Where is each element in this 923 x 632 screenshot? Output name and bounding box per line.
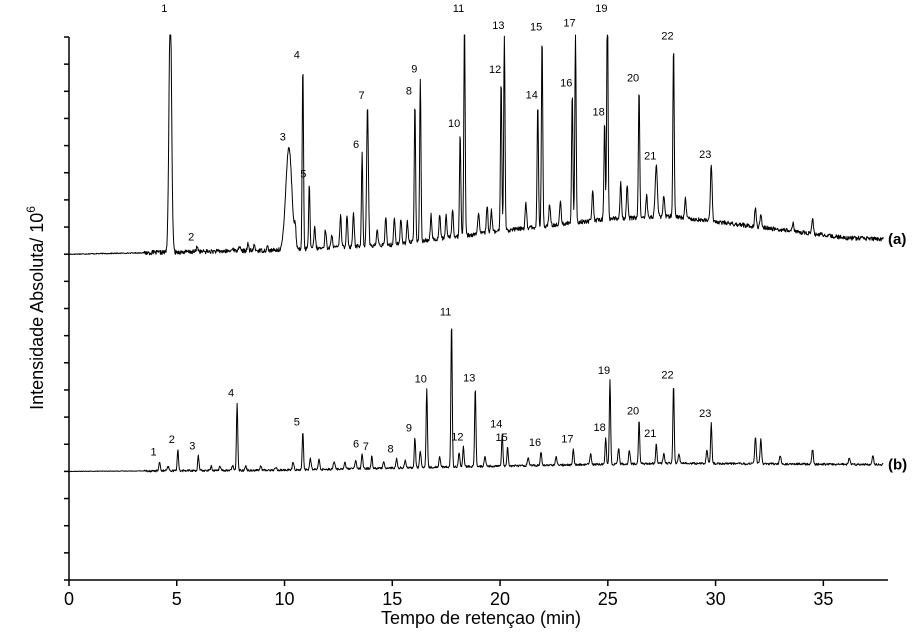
peak-label: 17: [563, 18, 575, 30]
peak-label: 3: [189, 441, 195, 453]
peak-label: 2: [188, 231, 194, 243]
peak-label: 13: [463, 373, 475, 385]
peak-label: 17: [561, 434, 573, 446]
trace-b: [68, 328, 884, 473]
peak-label: 20: [627, 405, 639, 417]
peak-label: 23: [699, 149, 711, 161]
peak-label: 22: [661, 30, 673, 42]
peak-label: 13: [492, 20, 504, 32]
peak-label: 22: [661, 370, 673, 382]
x-ticks: 0 5 10 15 20 25 30 35: [64, 580, 833, 609]
peak-label: 8: [388, 443, 394, 455]
peak-label: 20: [627, 72, 639, 84]
peak-label: 9: [406, 423, 412, 435]
x-tick-label: 15: [382, 589, 402, 609]
peak-label: 18: [594, 422, 606, 434]
peak-label: 6: [353, 439, 359, 451]
peak-label: 15: [495, 432, 507, 444]
peak-label: 11: [440, 307, 451, 319]
peak-label: 16: [560, 78, 572, 90]
axes: 0 5 10 15 20 25 30 35: [64, 36, 888, 609]
x-tick-label: 20: [490, 589, 510, 609]
peak-label: 10: [415, 374, 427, 386]
peak-label: 14: [526, 90, 538, 102]
peak-label: 11: [453, 3, 464, 15]
trace-a: [68, 34, 884, 256]
traces: [68, 34, 884, 473]
peak-label: 4: [228, 387, 234, 399]
x-axis-title: Tempo de retençao (min): [381, 608, 581, 628]
x-tick-label: 5: [172, 589, 182, 609]
x-tick-label: 30: [706, 589, 726, 609]
y-axis-title: Intensidade Absoluta/ 106: [24, 206, 47, 410]
y-axis-title-exponent: 6: [24, 206, 38, 213]
peak-label: 7: [363, 441, 369, 453]
x-tick-label: 10: [275, 589, 295, 609]
peak-label: 23: [699, 408, 711, 420]
peak-label: 15: [530, 21, 542, 33]
y-ticks: [64, 36, 69, 581]
x-tick-label: 0: [64, 589, 74, 609]
peak-label: 14: [490, 418, 502, 430]
peak-label: 12: [451, 431, 463, 443]
peak-label: 18: [592, 107, 604, 119]
peak-label: 9: [411, 63, 417, 75]
trace-label: (a): [888, 231, 906, 248]
peak-label: 19: [595, 3, 607, 15]
peak-label: 16: [529, 437, 541, 449]
peak-label: 4: [294, 50, 300, 62]
peak-label: 10: [448, 118, 460, 130]
y-axis-title-main: Intensidade Absoluta/ 10: [27, 213, 47, 410]
peak-label: 3: [280, 132, 286, 144]
peak-label: 21: [644, 150, 656, 162]
x-tick-label: 35: [813, 589, 833, 609]
x-tick-label: 25: [598, 589, 618, 609]
peak-label: 2: [169, 434, 175, 446]
peak-label: 5: [294, 417, 300, 429]
peak-label: 8: [406, 86, 412, 98]
peak-label: 19: [598, 365, 610, 377]
peak-label: 21: [644, 428, 656, 440]
peak-label: 12: [489, 64, 501, 76]
peak-label: 6: [353, 139, 359, 151]
peak-label: 1: [150, 446, 156, 458]
peak-label: 1: [161, 3, 167, 15]
peak-label: 7: [358, 90, 364, 102]
trace-label: (b): [888, 457, 907, 474]
peak-label: 5: [300, 169, 306, 181]
